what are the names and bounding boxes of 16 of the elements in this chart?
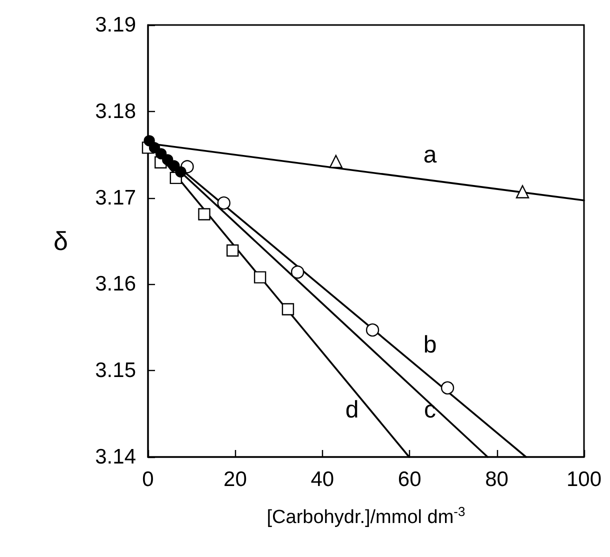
- annotation: d: [345, 396, 359, 424]
- y-tick-label: 3.18: [95, 100, 136, 123]
- x-tick-label: 40: [310, 468, 334, 491]
- x-tick-label: 0: [142, 468, 154, 491]
- annotation: a: [423, 142, 438, 168]
- y-tick-label: 3.17: [95, 186, 136, 210]
- y-tick-label: 3.19: [95, 14, 136, 36]
- x-tick-label: 20: [224, 468, 247, 491]
- y-axis-title: δ: [54, 226, 68, 256]
- y-tick-label: 3.14: [95, 446, 136, 468]
- x-tick-label: 80: [485, 468, 508, 491]
- x-tick-label: 60: [398, 468, 422, 491]
- x-tick-label: 100: [566, 468, 602, 491]
- y-tick-label: 3.16: [95, 272, 136, 296]
- y-tick-label: 3.15: [95, 359, 136, 382]
- annotation: b: [423, 332, 437, 358]
